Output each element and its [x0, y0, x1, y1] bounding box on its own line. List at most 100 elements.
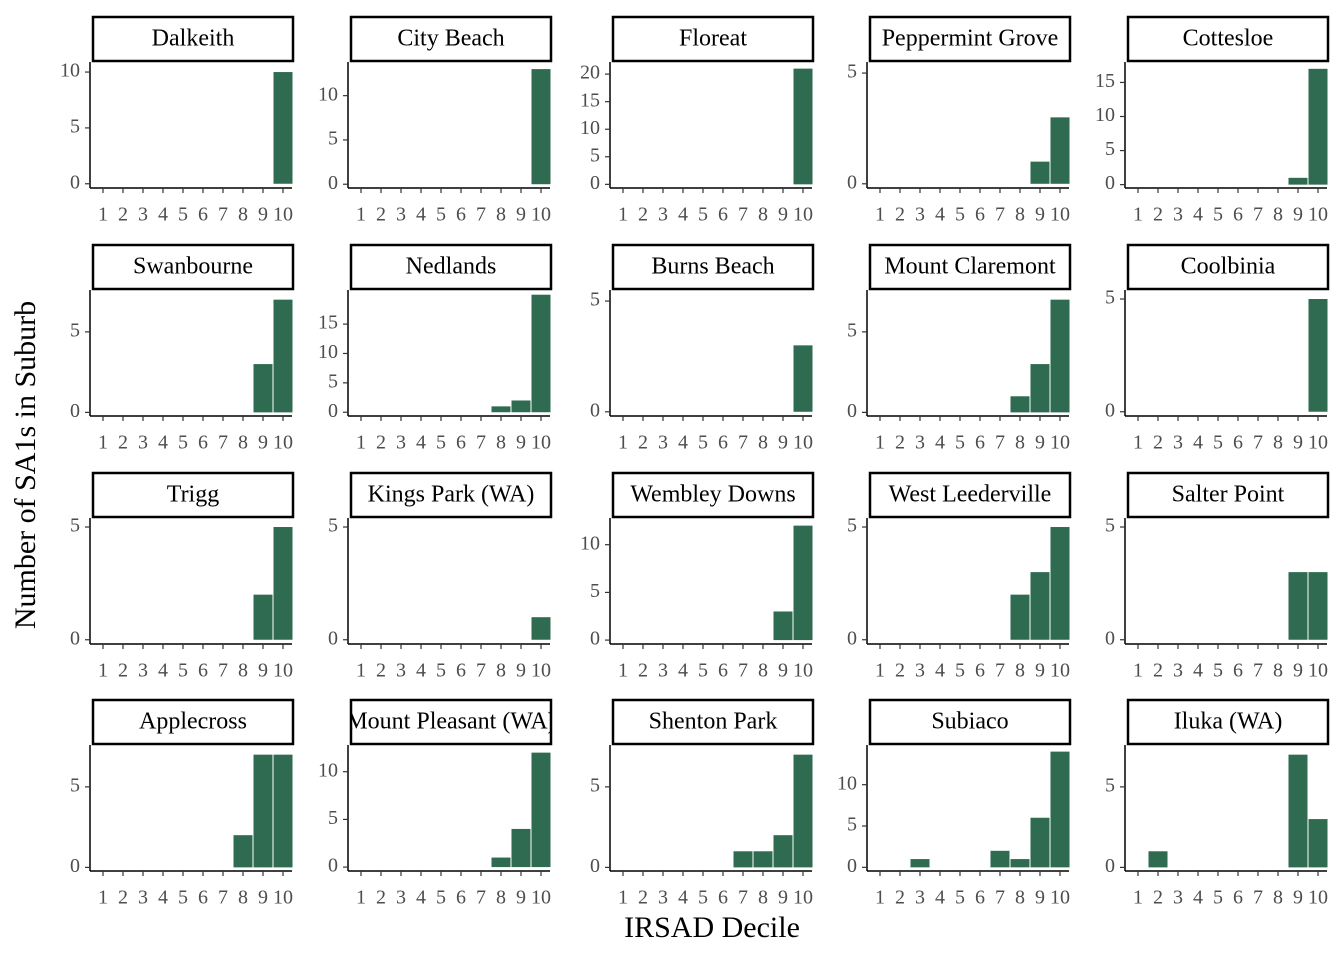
x-tick-label: 3: [658, 660, 668, 682]
x-tick-label: 9: [516, 887, 526, 909]
bar: [990, 850, 1010, 868]
x-tick-label: 6: [975, 660, 985, 682]
y-tick-label: 5: [590, 580, 600, 602]
x-tick-label: 4: [678, 660, 688, 682]
x-tick-label: 1: [98, 204, 108, 226]
x-tick-label: 6: [1233, 660, 1243, 682]
x-tick-label: 6: [718, 432, 728, 454]
x-tick-label: 1: [875, 204, 885, 226]
x-tick-label: 5: [698, 887, 708, 909]
x-tick-label: 6: [456, 204, 466, 226]
y-tick-label: 5: [590, 289, 600, 311]
x-tick-label: 1: [1133, 432, 1143, 454]
x-tick-label: 4: [158, 887, 168, 909]
x-tick-label: 9: [1293, 887, 1303, 909]
x-tick-label: 8: [1273, 204, 1283, 226]
x-tick-label: 5: [698, 432, 708, 454]
x-tick-label: 9: [516, 660, 526, 682]
strip-title: Applecross: [139, 709, 247, 735]
x-tick-label: 10: [1050, 887, 1070, 909]
x-tick-label: 4: [158, 204, 168, 226]
x-tick-label: 2: [118, 660, 128, 682]
strip-title: Peppermint Grove: [882, 26, 1059, 52]
x-tick-label: 6: [198, 660, 208, 682]
x-tick-label: 3: [1173, 204, 1183, 226]
bar: [273, 299, 293, 413]
strip-title: Mount Pleasant (WA): [346, 709, 555, 735]
x-tick-label: 7: [476, 204, 486, 226]
x-tick-label: 4: [678, 887, 688, 909]
x-tick-label: 7: [218, 432, 228, 454]
x-tick-label: 6: [1233, 204, 1243, 226]
x-tick-label: 7: [1253, 887, 1263, 909]
x-tick-label: 5: [1213, 887, 1223, 909]
x-tick-label: 3: [396, 887, 406, 909]
x-tick-label: 4: [935, 887, 945, 909]
x-tick-label: 10: [793, 660, 813, 682]
bar: [531, 294, 551, 413]
y-axis-title: Number of SA1s in Suburb: [9, 301, 42, 629]
x-tick-label: 2: [638, 887, 648, 909]
y-tick-label: 5: [328, 515, 338, 537]
x-tick-label: 10: [793, 887, 813, 909]
y-tick-label: 5: [1105, 774, 1115, 796]
strip: [91, 243, 295, 291]
x-tick-label: 10: [1308, 660, 1328, 682]
strip-title: Wembley Downs: [630, 482, 795, 508]
strip: [1126, 471, 1330, 519]
x-tick-label: 9: [258, 204, 268, 226]
x-tick-label: 10: [1308, 204, 1328, 226]
strip: [611, 15, 815, 63]
x-tick-label: 3: [1173, 887, 1183, 909]
x-tick-label: 8: [1273, 660, 1283, 682]
y-tick-label: 15: [580, 89, 600, 111]
x-tick-label: 5: [1213, 432, 1223, 454]
x-axis-title: IRSAD Decile: [624, 911, 800, 944]
x-tick-label: 4: [416, 660, 426, 682]
x-tick-label: 4: [935, 660, 945, 682]
bar: [773, 835, 793, 868]
x-tick-label: 1: [875, 432, 885, 454]
x-tick-label: 7: [995, 204, 1005, 226]
x-tick-label: 10: [1308, 432, 1328, 454]
x-tick-label: 2: [895, 887, 905, 909]
x-tick-label: 3: [658, 432, 668, 454]
y-tick-label: 5: [847, 515, 857, 537]
x-tick-label: 2: [376, 660, 386, 682]
x-tick-label: 7: [476, 887, 486, 909]
bar: [1010, 594, 1030, 640]
x-tick-label: 9: [778, 204, 788, 226]
x-tick-label: 1: [356, 887, 366, 909]
x-tick-label: 4: [1193, 887, 1203, 909]
x-tick-label: 7: [995, 887, 1005, 909]
y-tick-label: 5: [1105, 138, 1115, 160]
x-tick-label: 3: [915, 660, 925, 682]
x-tick-label: 8: [238, 204, 248, 226]
bar: [1030, 161, 1050, 184]
x-tick-label: 5: [436, 204, 446, 226]
y-tick-label: 5: [70, 319, 80, 341]
x-tick-label: 1: [356, 432, 366, 454]
bar: [1288, 177, 1308, 185]
strip-title: Burns Beach: [651, 254, 774, 280]
x-tick-label: 9: [1035, 887, 1045, 909]
x-tick-label: 7: [218, 204, 228, 226]
x-tick-label: 9: [516, 204, 526, 226]
x-tick-label: 5: [436, 660, 446, 682]
x-tick-label: 2: [895, 432, 905, 454]
x-tick-label: 2: [1153, 887, 1163, 909]
y-tick-label: 0: [590, 172, 600, 194]
x-tick-label: 8: [1273, 887, 1283, 909]
x-tick-label: 4: [1193, 204, 1203, 226]
x-tick-label: 6: [718, 204, 728, 226]
x-tick-label: 4: [416, 432, 426, 454]
y-tick-label: 5: [328, 807, 338, 829]
x-tick-label: 8: [758, 432, 768, 454]
x-tick-label: 1: [618, 887, 628, 909]
x-tick-label: 6: [456, 887, 466, 909]
bar: [1010, 396, 1030, 413]
bar: [273, 754, 293, 868]
bar: [1148, 851, 1168, 868]
x-tick-label: 5: [698, 204, 708, 226]
y-tick-label: 0: [590, 855, 600, 877]
